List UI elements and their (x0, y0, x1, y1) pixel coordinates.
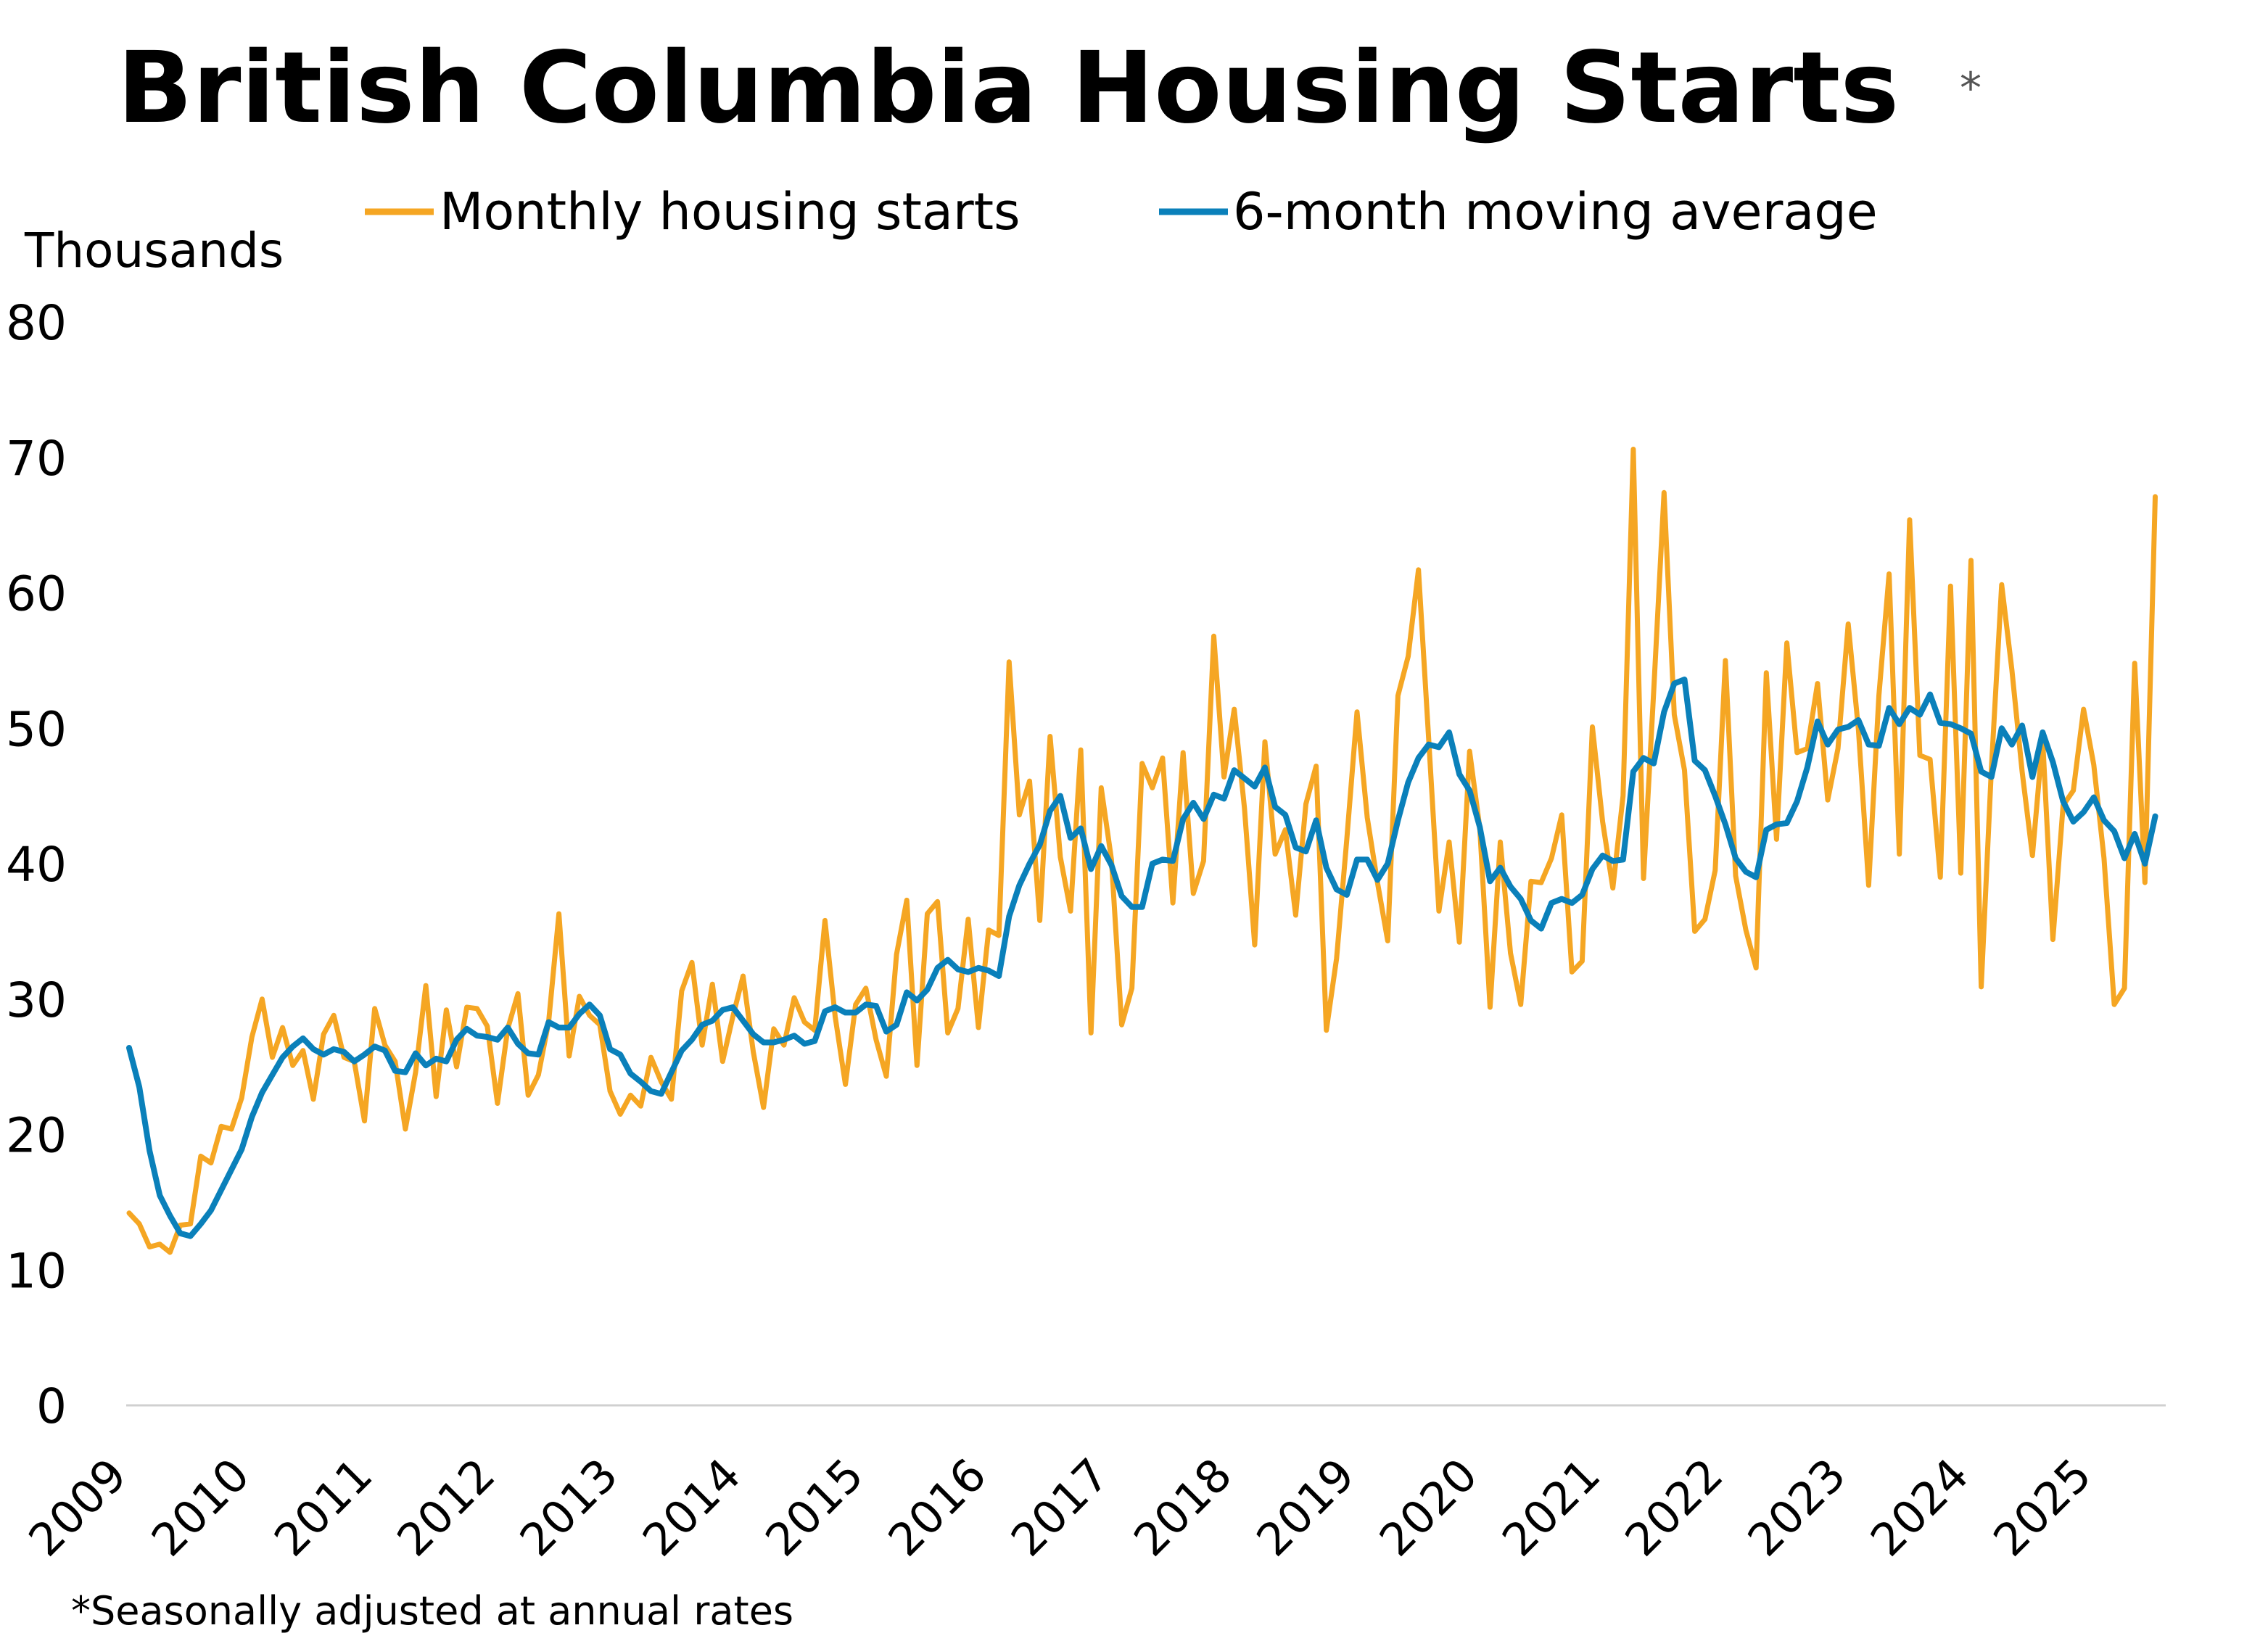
y-tick-label: 20 (6, 1108, 67, 1164)
x-axis-ticks: 2009 2010 2011 2012 2013 2014 2015 2016 2017 2018… (18, 1448, 2101, 1566)
x-tick-label: 2024 (1860, 1448, 1979, 1566)
legend-label-average: 6-month moving average (1233, 182, 1878, 241)
y-tick-label: 10 (6, 1243, 67, 1299)
y-axis-ticks: 0 10 20 30 40 50 60 70 80 (6, 295, 67, 1434)
series-line-6-month-moving-average (126, 677, 2158, 1239)
x-tick-label: 2019 (1246, 1448, 1364, 1566)
y-tick-label: 0 (36, 1379, 67, 1434)
series-line-monthly-housing-starts (126, 447, 2158, 1255)
x-tick-label: 2009 (18, 1448, 136, 1566)
x-tick-label: 2013 (510, 1448, 628, 1566)
legend: Monthly housing starts 6-month moving av… (365, 182, 1878, 241)
x-tick-label: 2015 (755, 1448, 873, 1566)
x-tick-label: 2012 (387, 1448, 505, 1566)
y-tick-label: 40 (6, 837, 67, 893)
x-tick-label: 2016 (878, 1448, 997, 1566)
footnote: *Seasonally adjusted at annual rates (71, 1588, 793, 1634)
y-tick-label: 80 (6, 295, 67, 351)
x-tick-label: 2020 (1369, 1448, 1488, 1566)
x-tick-label: 2017 (1001, 1448, 1119, 1566)
y-axis-unit-label: Thousands (24, 223, 284, 278)
y-tick-label: 70 (6, 431, 67, 487)
chart-title: British Columbia Housing Starts (117, 31, 1900, 146)
x-tick-label: 2022 (1615, 1448, 1733, 1566)
x-tick-label: 2011 (264, 1448, 382, 1566)
x-tick-label: 2010 (141, 1448, 260, 1566)
y-tick-label: 60 (6, 566, 67, 622)
x-tick-label: 2014 (632, 1448, 751, 1566)
chart-title-mark: * (1960, 63, 1982, 114)
x-tick-label: 2025 (1983, 1448, 2101, 1566)
y-tick-label: 50 (6, 701, 67, 757)
legend-label-monthly: Monthly housing starts (440, 182, 1020, 241)
x-tick-label: 2021 (1492, 1448, 1610, 1566)
x-tick-label: 2023 (1738, 1448, 1856, 1566)
y-tick-label: 30 (6, 972, 67, 1028)
x-tick-label: 2018 (1123, 1448, 1242, 1566)
